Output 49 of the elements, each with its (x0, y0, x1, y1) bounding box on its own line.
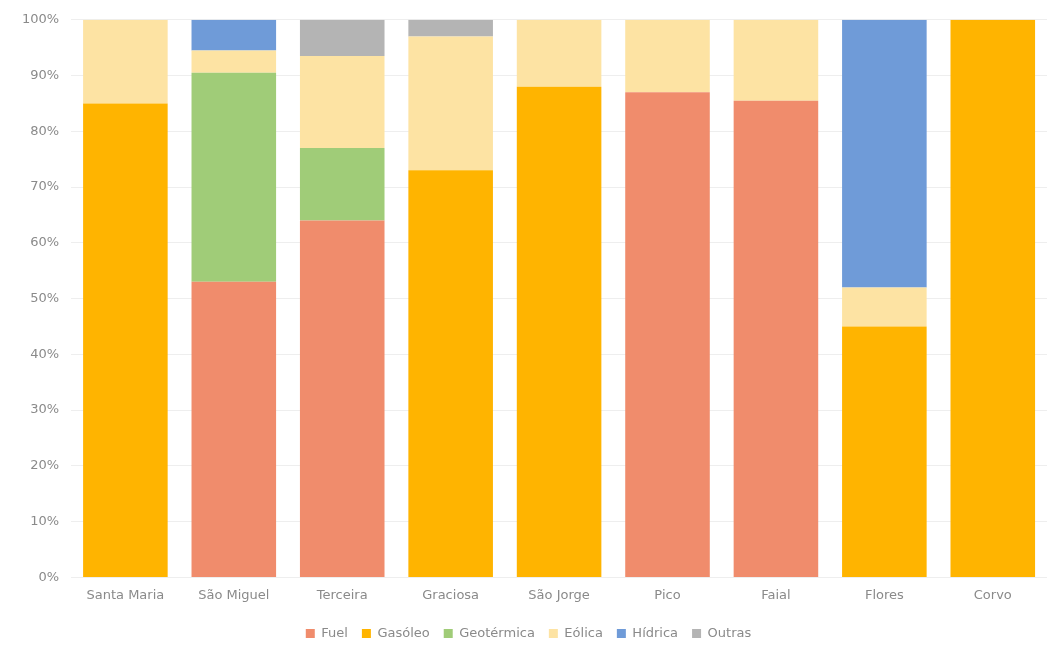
bar (299, 19, 385, 57)
bar (191, 50, 277, 73)
y-tick-label: 0% (38, 568, 60, 584)
bar (733, 100, 819, 577)
legend-label: Geotérmica (459, 624, 535, 640)
bar (842, 19, 927, 288)
bar (191, 281, 277, 577)
y-tick-label: 70% (30, 178, 60, 194)
x-tick-label: São Jorge (528, 586, 590, 602)
y-tick-label: 30% (30, 401, 60, 417)
bar (516, 19, 602, 87)
legend-label: Eólica (564, 624, 603, 640)
bar (625, 92, 710, 577)
x-tick-label: Pico (654, 586, 681, 602)
x-tick-label: Terceira (315, 586, 368, 602)
legend-label: Hídrica (632, 624, 679, 640)
x-tick-label: Graciosa (422, 586, 480, 602)
legend-label: Gasóleo (377, 624, 430, 640)
y-tick-label: 40% (30, 345, 60, 361)
y-tick-label: 20% (30, 457, 60, 473)
x-tick-label: São Miguel (198, 586, 270, 602)
bar (299, 220, 385, 577)
bar (299, 56, 385, 149)
x-tick-label: Faial (761, 586, 791, 602)
bar (191, 72, 277, 282)
x-tick-label: Flores (864, 586, 905, 602)
y-tick-label: 50% (30, 289, 60, 305)
legend-label: Fuel (321, 624, 348, 640)
bar (408, 170, 493, 577)
x-tick-label: Corvo (973, 586, 1012, 602)
legend-label: Outras (707, 624, 752, 640)
bar (191, 19, 277, 51)
y-tick-label: 10% (30, 513, 60, 529)
bar (83, 19, 168, 104)
bar (842, 326, 927, 577)
bar (842, 287, 927, 327)
y-tick-label: 100% (21, 11, 60, 27)
y-tick-label: 90% (30, 66, 60, 82)
bar (625, 19, 710, 93)
y-tick-label: 60% (30, 234, 60, 250)
bar (299, 148, 385, 221)
bar (733, 19, 819, 101)
bar (83, 103, 168, 577)
bar (950, 19, 1036, 577)
x-tick-label: Santa Maria (86, 586, 165, 602)
bar (516, 86, 602, 577)
bar (408, 19, 493, 37)
bar (408, 36, 493, 171)
y-tick-label: 80% (30, 122, 60, 138)
